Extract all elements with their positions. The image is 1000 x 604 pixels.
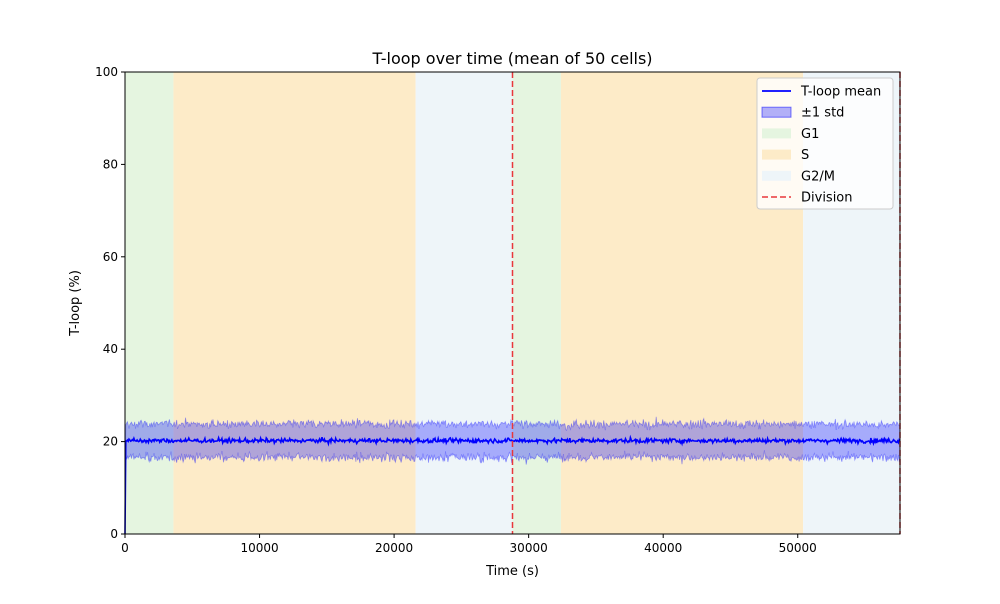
y-tick-label: 100 bbox=[95, 65, 118, 79]
y-axis-ticks: 0 20 40 60 80 100 bbox=[95, 65, 125, 541]
x-tick-label: 10000 bbox=[240, 541, 278, 555]
legend-label-t-loop-mean: T-loop mean bbox=[800, 85, 881, 100]
legend: T-loop mean ±1 std G1 S G2/M Division bbox=[756, 77, 894, 210]
phase-region-s bbox=[173, 72, 416, 534]
phase-region-g1 bbox=[125, 72, 174, 534]
phase-region-g2m bbox=[415, 72, 513, 534]
x-tick-label: 40000 bbox=[644, 541, 682, 555]
phase-regions bbox=[125, 72, 900, 534]
legend-label-s: S bbox=[801, 148, 809, 163]
x-axis-ticks: 0 10000 20000 30000 40000 50000 bbox=[121, 534, 817, 555]
y-tick-label: 0 bbox=[110, 527, 118, 541]
axes-frame bbox=[124, 71, 901, 535]
y-tick-label: 20 bbox=[103, 435, 118, 449]
x-tick-label: 50000 bbox=[779, 541, 817, 555]
legend-swatch-1-std bbox=[761, 106, 792, 118]
x-axis-label: Time (s) bbox=[485, 564, 539, 579]
y-axis-label: T-loop (%) bbox=[68, 270, 83, 337]
legend-label-g2-m: G2/M bbox=[801, 169, 835, 184]
legend-swatch-s bbox=[762, 149, 791, 160]
legend-swatch-g2-m bbox=[762, 170, 791, 181]
phase-region-g1 bbox=[512, 72, 561, 534]
y-tick-label: 60 bbox=[103, 250, 118, 264]
legend-label-1-std: ±1 std bbox=[801, 106, 844, 121]
legend-label-g1: G1 bbox=[801, 127, 819, 142]
x-tick-label: 0 bbox=[121, 541, 129, 555]
y-tick-label: 80 bbox=[103, 157, 118, 171]
legend-swatch-g1 bbox=[762, 128, 791, 139]
x-tick-label: 30000 bbox=[510, 541, 548, 555]
x-tick-label: 20000 bbox=[375, 541, 413, 555]
legend-label-division: Division bbox=[801, 191, 853, 206]
y-tick-label: 40 bbox=[103, 342, 118, 356]
chart-title: T-loop over time (mean of 50 cells) bbox=[371, 49, 652, 68]
